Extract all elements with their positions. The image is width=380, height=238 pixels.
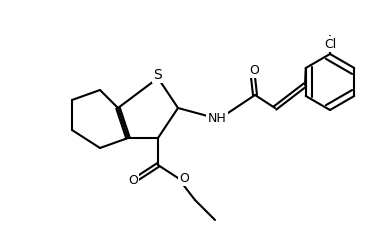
Text: O: O [249, 64, 259, 76]
Text: O: O [179, 172, 189, 184]
Text: S: S [154, 68, 162, 82]
Text: O: O [128, 174, 138, 187]
Text: NH: NH [207, 111, 226, 124]
Text: Cl: Cl [324, 38, 336, 50]
